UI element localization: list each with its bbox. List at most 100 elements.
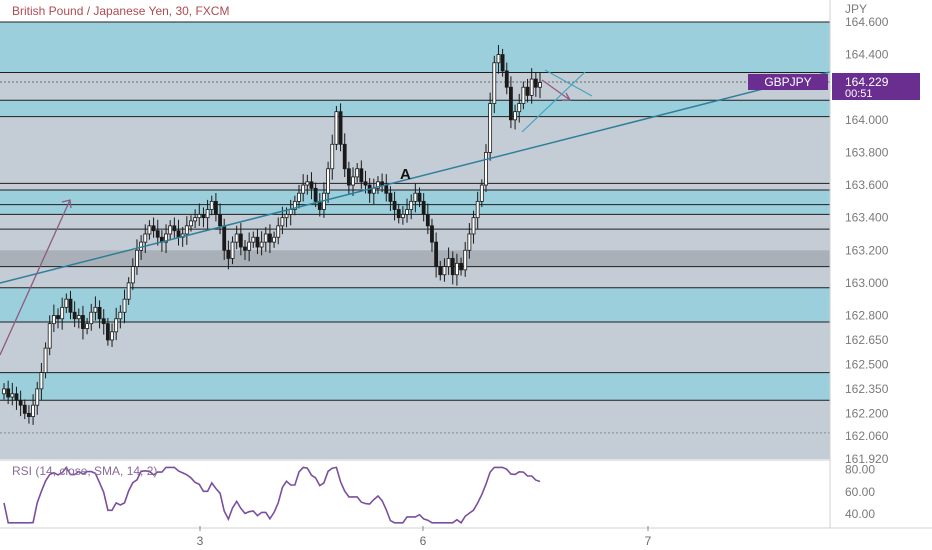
price-tick-label: 163.600 — [845, 178, 889, 192]
candle — [438, 260, 443, 281]
candle — [276, 217, 281, 245]
candle — [101, 309, 106, 335]
candle — [272, 231, 276, 248]
candle — [359, 160, 364, 189]
candle — [538, 72, 542, 99]
arrow-up-annotation[interactable] — [0, 199, 72, 356]
candle — [164, 224, 168, 254]
price-zone — [0, 22, 830, 73]
candle — [205, 199, 210, 229]
candle — [209, 195, 214, 216]
price-tick-label: 164.600 — [845, 15, 889, 29]
price-tick-label: 163.400 — [845, 211, 889, 225]
candle — [346, 161, 351, 195]
candle — [400, 206, 405, 225]
candle — [255, 228, 260, 255]
symbol-tag-price: 164.229 — [845, 75, 889, 89]
candle — [64, 293, 69, 314]
candle — [459, 257, 463, 276]
candle — [76, 308, 81, 329]
candle — [484, 144, 488, 193]
candle — [492, 55, 497, 114]
projection-lines[interactable] — [521, 69, 593, 133]
candle — [130, 258, 135, 290]
candle — [533, 72, 538, 97]
candles — [2, 44, 542, 425]
candle — [529, 68, 534, 104]
rsi-tick-label: 80.00 — [845, 463, 875, 477]
candle — [114, 307, 119, 341]
candle — [251, 231, 256, 248]
candle — [467, 223, 472, 259]
candle — [309, 172, 314, 200]
candle — [89, 303, 94, 331]
candle — [351, 167, 355, 196]
candle — [238, 223, 243, 256]
candle — [430, 218, 434, 252]
candle — [388, 186, 393, 211]
candle — [51, 304, 56, 332]
candle — [151, 217, 156, 238]
trendline[interactable] — [0, 71, 831, 284]
candle — [405, 198, 409, 223]
time-tick-label: 6 — [420, 534, 427, 548]
candle — [471, 210, 476, 244]
candle — [118, 305, 123, 329]
candle — [230, 236, 235, 265]
candle — [214, 193, 218, 222]
candle — [409, 194, 414, 220]
price-tick-label: 162.650 — [845, 333, 889, 347]
price-axis-unit: JPY — [845, 2, 867, 16]
chart-title: British Pound / Japanese Yen, 30, FXCM — [12, 4, 229, 18]
candle — [463, 241, 468, 277]
candle — [81, 305, 85, 340]
price-tick-label: 163.000 — [845, 276, 889, 290]
time-tick-label: 7 — [645, 534, 652, 548]
symbol-tag-countdown: 00:51 — [845, 88, 873, 100]
candle — [43, 342, 48, 379]
candle — [110, 323, 114, 347]
candle — [479, 179, 484, 208]
candle — [172, 217, 177, 238]
candle — [93, 296, 98, 321]
candle — [504, 62, 509, 95]
candle — [147, 220, 152, 240]
candle — [292, 195, 297, 216]
time-axis[interactable] — [0, 528, 932, 550]
price-zone — [0, 250, 830, 267]
candle — [97, 300, 102, 329]
candle — [305, 174, 310, 195]
candle — [301, 174, 306, 202]
candle — [105, 317, 110, 346]
candle — [355, 163, 360, 183]
candle — [434, 232, 439, 278]
rsi-tick-label: 60.00 — [845, 485, 875, 499]
candle — [184, 216, 189, 245]
price-zones — [0, 22, 830, 459]
rsi-line — [3, 465, 541, 524]
candle — [500, 48, 505, 77]
candle — [421, 193, 426, 222]
price-tick-label: 162.500 — [845, 357, 889, 371]
candle — [496, 44, 501, 74]
candle — [259, 231, 264, 256]
candle — [330, 134, 335, 180]
candle — [193, 209, 198, 228]
candle — [226, 240, 231, 270]
price-tick-label: 163.200 — [845, 243, 889, 257]
candle — [6, 380, 11, 405]
annotation-label[interactable]: A — [400, 166, 411, 183]
candle — [2, 383, 6, 400]
candle — [509, 76, 513, 129]
price-tick-label: 163.800 — [845, 145, 889, 159]
candle — [442, 258, 447, 282]
candle — [60, 297, 65, 330]
rsi-axis-ticks: 80.00 60.00 40.00 — [845, 463, 875, 521]
time-tick-label: 3 — [197, 534, 204, 548]
price-tick-label: 161.920 — [845, 452, 889, 466]
symbol-tag[interactable]: GBPJPY 164.229 00:51 — [748, 73, 920, 100]
candle — [14, 386, 19, 410]
candle — [85, 317, 90, 335]
rsi-tick-label: 40.00 — [845, 507, 875, 521]
